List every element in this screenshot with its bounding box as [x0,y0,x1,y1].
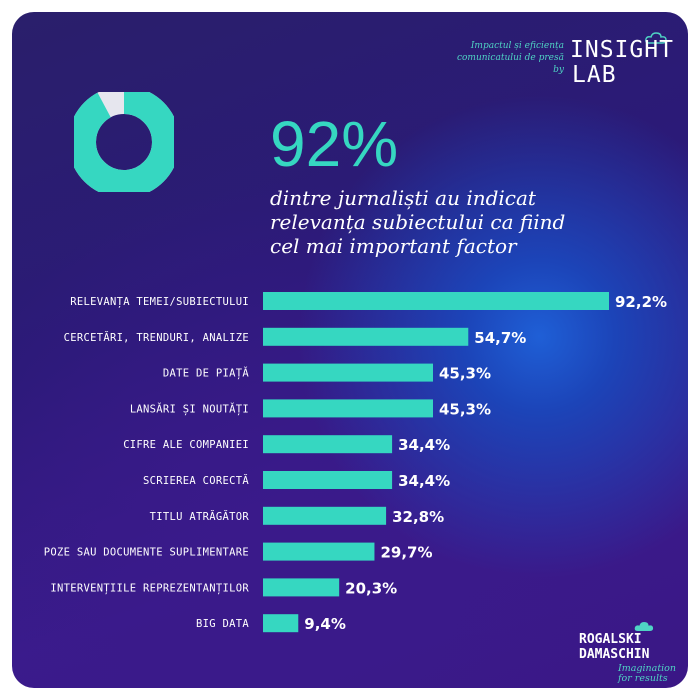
bar-value-label: 29,7% [380,544,432,562]
bar-value-label: 20,3% [345,579,397,597]
bar-value-label: 92,2% [615,293,667,311]
bar-value-label: 9,4% [304,615,346,633]
bar-category-label: INTERVENȚIILE REPREZENTANȚILOR [50,582,249,594]
bar-category-label: CERCETĂRI, TRENDURI, ANALIZE [64,331,249,344]
bar [263,292,609,310]
bar-value-label: 45,3% [439,365,491,383]
bar [263,578,340,597]
bar [263,399,433,418]
logo-caption: Impactul și eficiența comunicatului de p… [452,40,564,76]
bar-value-label: 34,4% [398,472,450,490]
insight-lab-logo: INSIGHT LAB [570,37,674,88]
headline-line2: relevanța subiectului ca fiind [270,210,566,234]
bar-category-label: SCRIEREA CORECTĂ [143,474,249,487]
logo-tagline-line1: Imagination [618,663,677,674]
logo-rd-line2: DAMASCHIN [579,647,650,662]
rogalski-damaschin-logo: ROGALSKI DAMASCHIN [579,632,688,662]
headline-line1: dintre jurnaliști au indicat [270,186,536,210]
bar [263,471,393,489]
logo-tagline-line2: for results [618,673,668,684]
donut-chart [74,92,174,192]
bar-category-label: RELEVANȚA TEMEI/SUBIECTULUI [70,296,249,308]
cloud-icon-footer [634,621,654,632]
logo-insight-line1: INSIGHT [570,37,674,63]
bar [263,363,433,382]
logo-insight-line2: LAB [572,62,617,88]
headline-text: dintre jurnaliști au indicat relevanța s… [270,186,590,258]
logo-tagline: Imagination for results [618,664,688,684]
bar-category-label: DATE DE PIAȚĂ [163,367,249,380]
infographic-card: Impactul și eficiența comunicatului de p… [12,12,688,688]
bar-category-label: TITLU ATRĂGĂTOR [150,510,250,523]
bar-category-label: POZE SAU DOCUMENTE SUPLIMENTARE [44,547,249,559]
logo-caption-line2: comunicatului de presă by [456,53,564,75]
bar-value-label: 34,4% [398,436,450,454]
bar-category-label: LANSĂRI ȘI NOUTĂȚI [130,402,249,415]
bar-category-label: CIFRE ALE COMPANIEI [123,439,249,451]
cloud-icon [645,32,667,44]
donut-value-arc [74,92,174,192]
bar [263,327,469,346]
bar [263,614,299,633]
bar [263,506,387,525]
bar [263,435,393,454]
bar-value-label: 54,7% [474,329,526,347]
logo-rd-line1: ROGALSKI [579,632,642,647]
headline-line3: cel mai important factor [270,234,517,258]
logo-caption-line1: Impactul și eficiența [470,41,564,51]
headline-percent: 92% [270,108,399,180]
bar-value-label: 32,8% [392,508,444,526]
bar-chart: RELEVANȚA TEMEI/SUBIECTULUI 92,2% CERCETĂR… [44,292,667,633]
bar-category-label: BIG DATA [196,618,249,630]
bar [263,542,375,561]
bar-value-label: 45,3% [439,400,491,418]
